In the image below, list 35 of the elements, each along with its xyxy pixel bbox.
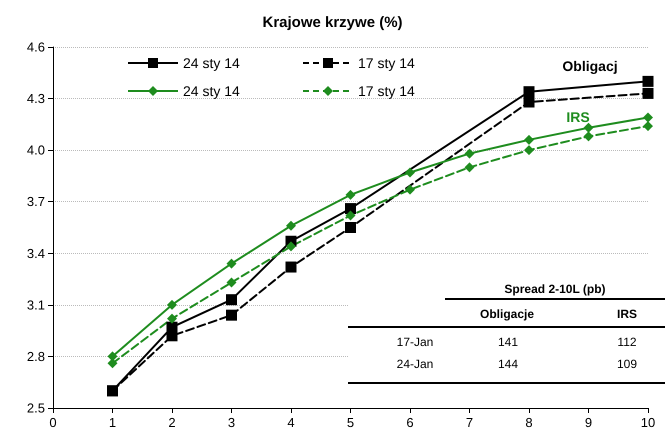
x-tick-label: 4 bbox=[287, 415, 295, 430]
x-tick-label: 6 bbox=[406, 415, 414, 430]
x-tick-label: 5 bbox=[346, 415, 354, 430]
y-tick-label: 4.6 bbox=[26, 40, 45, 54]
legend-label: 17 sty 14 bbox=[358, 55, 416, 71]
y-tick-label: 3.1 bbox=[26, 297, 45, 312]
annotation: 109 bbox=[616, 356, 638, 372]
annotation: Spread 2-10L (pb) bbox=[503, 281, 607, 297]
chart-title: Krajowe krzywe (%) bbox=[262, 14, 403, 31]
y-tick-label: 4.3 bbox=[26, 91, 45, 106]
y-tick-label: 4.0 bbox=[26, 142, 45, 158]
y-tick-label: 2.8 bbox=[26, 348, 45, 364]
annotation: Obligacje bbox=[478, 306, 536, 322]
x-tick-label: 9 bbox=[584, 415, 592, 430]
y-tick-label: 3.4 bbox=[26, 246, 45, 261]
annotation: Obligacj bbox=[562, 58, 618, 74]
x-tick-label: 8 bbox=[525, 415, 533, 430]
y-tick-label: 2.5 bbox=[26, 400, 45, 416]
x-tick-label: 3 bbox=[228, 415, 236, 430]
x-tick-label: 7 bbox=[466, 415, 474, 430]
x-tick-label: 10 bbox=[640, 415, 656, 430]
legend-label: 17 sty 14 bbox=[358, 83, 416, 99]
annotation: IRS bbox=[566, 109, 590, 125]
annotation: 141 bbox=[498, 335, 518, 349]
annotation: IRS bbox=[616, 306, 638, 322]
y-tick-label: 3.7 bbox=[26, 194, 45, 210]
x-tick-label: 1 bbox=[108, 415, 116, 430]
x-tick-label: 2 bbox=[168, 415, 176, 430]
annotation: 144 bbox=[498, 357, 518, 371]
annotation: 112 bbox=[616, 334, 638, 350]
annotation: 17-Jan bbox=[396, 334, 434, 350]
legend-label: 24 sty 14 bbox=[183, 83, 240, 99]
legend-label: 24 sty 14 bbox=[183, 55, 240, 71]
x-tick-label: 0 bbox=[49, 415, 57, 430]
annotation: 24-Jan bbox=[396, 356, 434, 372]
